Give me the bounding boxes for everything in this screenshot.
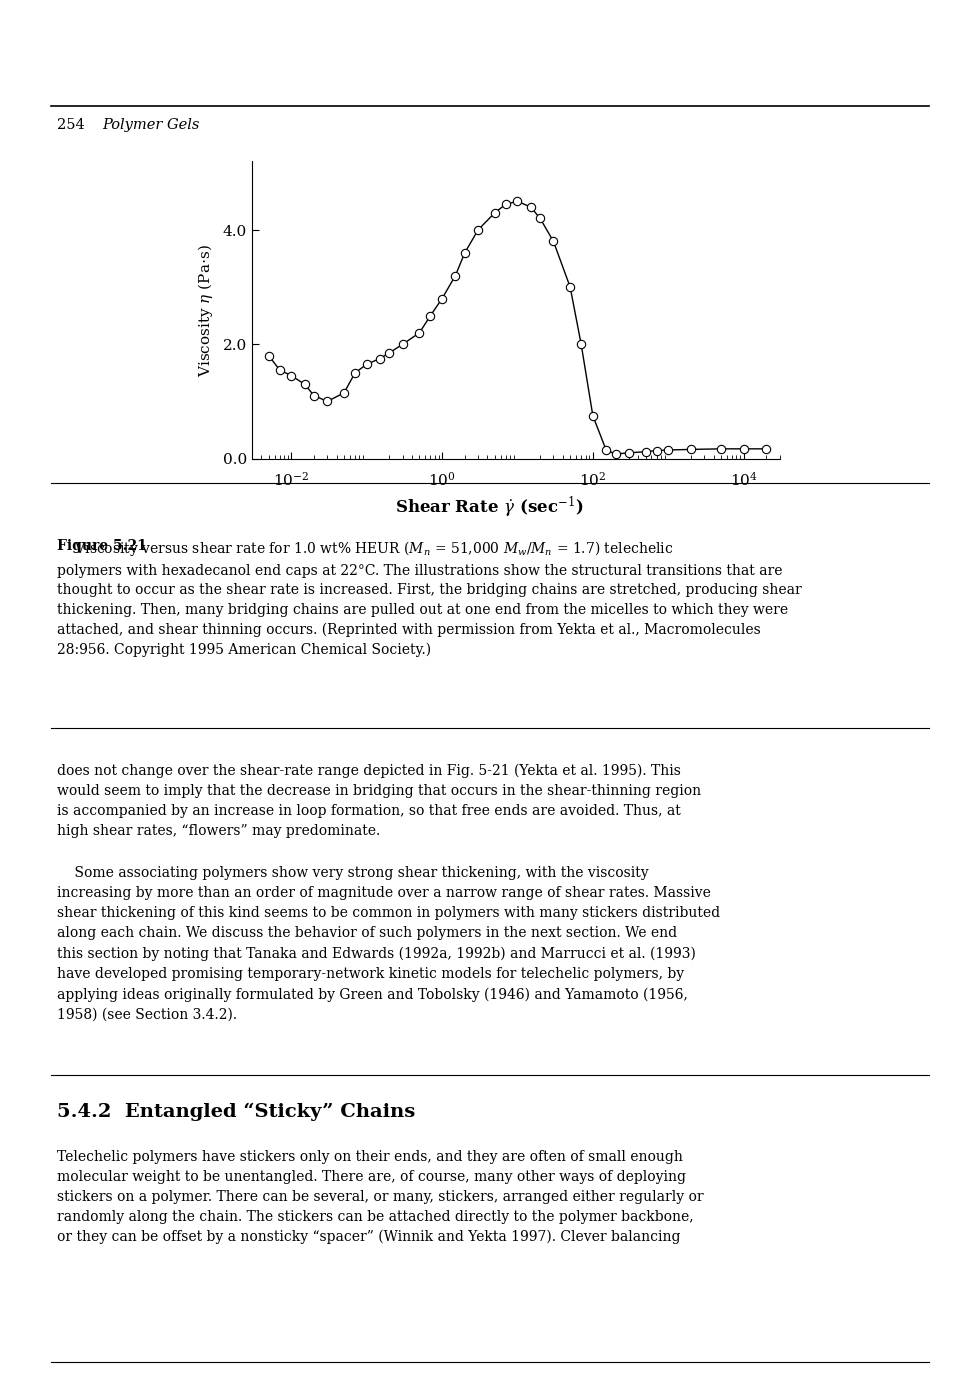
Text: 254: 254 bbox=[57, 119, 85, 133]
Text: $10^{2}$: $10^{2}$ bbox=[578, 471, 606, 489]
Text: $10^{0}$: $10^{0}$ bbox=[428, 471, 455, 489]
Text: $10^{-2}$: $10^{-2}$ bbox=[274, 471, 310, 489]
Text: Polymer Gels: Polymer Gels bbox=[103, 119, 199, 133]
Text: $10^{4}$: $10^{4}$ bbox=[729, 471, 757, 489]
Text: Viscosity versus shear rate for 1.0 wt% HEUR ($M_n$ = 51,000 $M_w$/$M_n$ = 1.7) : Viscosity versus shear rate for 1.0 wt% … bbox=[57, 540, 801, 657]
Text: Figure 5.21: Figure 5.21 bbox=[57, 540, 147, 554]
Text: does not change over the shear-rate range depicted in Fig. 5-21 (Yekta et al. 19: does not change over the shear-rate rang… bbox=[57, 764, 701, 838]
Y-axis label: Viscosity $\eta$ (Pa$\cdot$s): Viscosity $\eta$ (Pa$\cdot$s) bbox=[195, 243, 214, 377]
Text: 5.4.2  Entangled “Sticky” Chains: 5.4.2 Entangled “Sticky” Chains bbox=[57, 1102, 415, 1120]
Text: Some associating polymers show very strong shear thickening, with the viscosity
: Some associating polymers show very stro… bbox=[57, 866, 720, 1022]
Text: Telechelic polymers have stickers only on their ends, and they are often of smal: Telechelic polymers have stickers only o… bbox=[57, 1149, 703, 1244]
Text: Shear Rate $\dot{\gamma}$ (sec$^{-1}$): Shear Rate $\dot{\gamma}$ (sec$^{-1}$) bbox=[395, 496, 582, 521]
